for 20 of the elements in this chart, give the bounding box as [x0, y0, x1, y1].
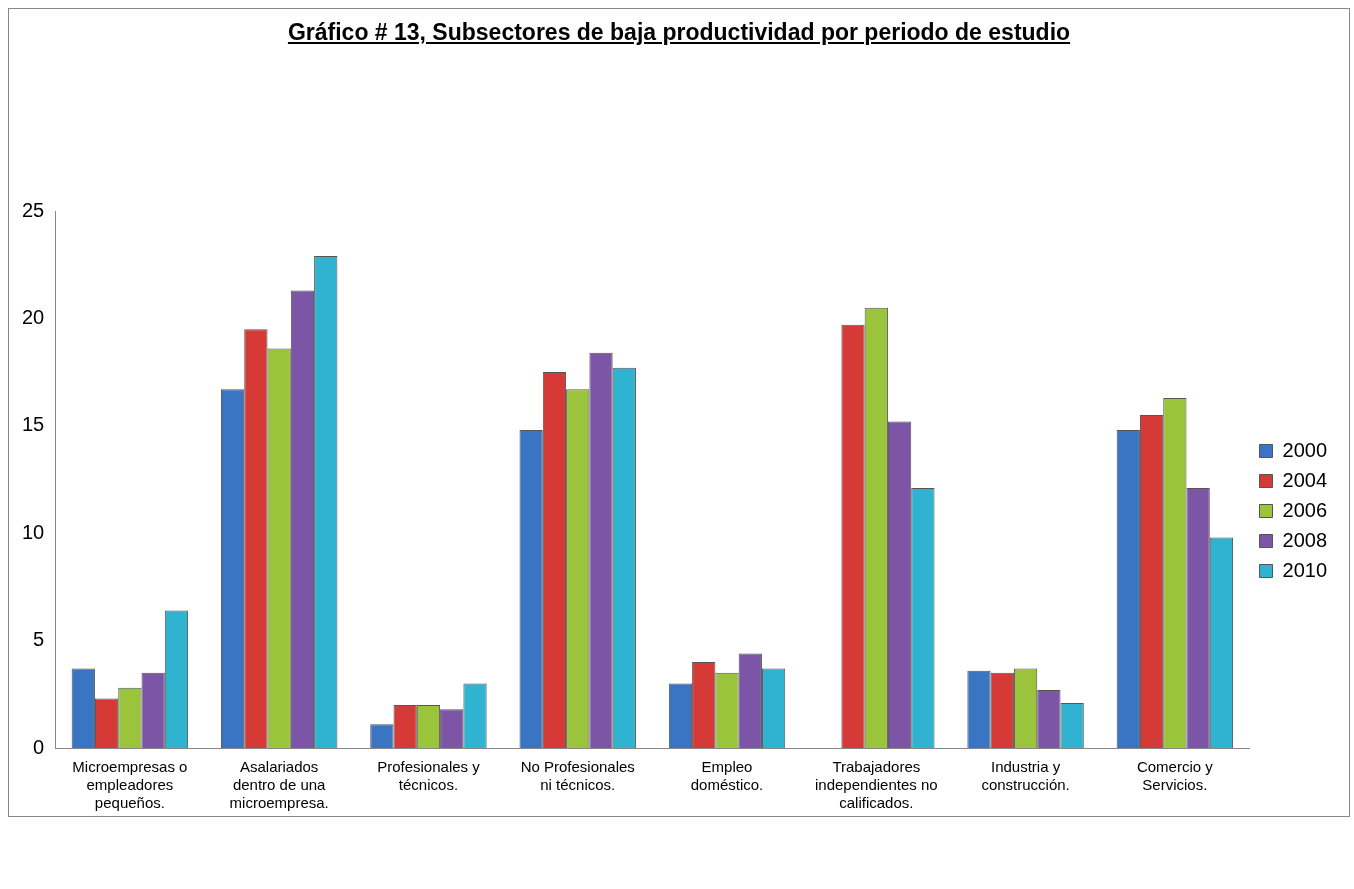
legend-label: 2006: [1282, 498, 1328, 521]
y-tick-label: 20: [22, 305, 45, 328]
chart-title: Gráfico # 13, Subsectores de baja productividad por periodo de estudio: [286, 18, 1072, 47]
x-tick-label: Empleo doméstico.: [690, 758, 764, 794]
x-tick-label: Asalariados dentro de una microempresa.: [229, 758, 329, 812]
y-tick-label: 25: [22, 198, 45, 221]
legend-label: 2004: [1282, 468, 1328, 491]
x-tick-label: Industria y construcción.: [981, 758, 1070, 794]
legend-label: 2008: [1282, 528, 1328, 551]
x-tick-label: Trabajadores independientes no calificados.: [815, 758, 938, 812]
legend-label: 2000: [1282, 438, 1328, 461]
y-tick-label: 10: [22, 520, 45, 543]
x-tick-label: Microempresas o empleadores pequeños.: [72, 758, 188, 812]
x-tick-label: Profesionales y técnicos.: [377, 758, 481, 794]
x-tick-label: Comercio y Servicios.: [1136, 758, 1214, 794]
legend-label: 2010: [1282, 558, 1328, 581]
y-tick-label: 5: [33, 628, 45, 651]
y-tick-label: 15: [22, 413, 45, 436]
y-tick-label: 0: [33, 735, 45, 758]
x-tick-label: No Profesionales ni técnicos.: [520, 758, 635, 794]
